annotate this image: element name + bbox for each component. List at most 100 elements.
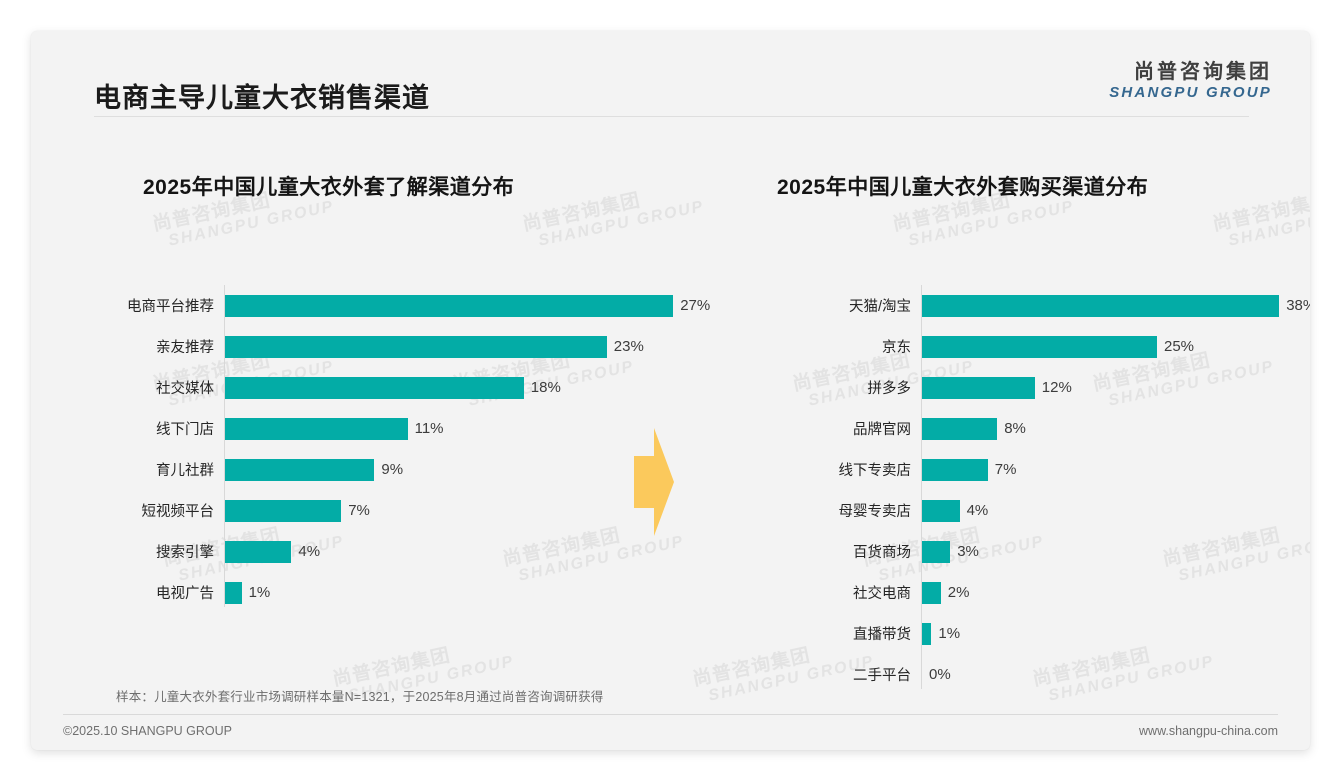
axis-line-purchase xyxy=(921,285,922,689)
bar-value-label: 12% xyxy=(1041,379,1072,396)
bar-row: 电视广告 1% xyxy=(110,572,730,613)
bar-list-awareness: 电商平台推荐 27% 亲友推荐 23% 社交媒体 18% 线下门店 11% 育儿社群 9% 短视频平… xyxy=(110,285,730,613)
footnote: 样本：儿童大衣外套行业市场调研样本量N=1321，于2025年8月通过尚普咨询调… xyxy=(116,690,604,704)
bar-segment xyxy=(922,499,960,522)
bar-value-label: 3% xyxy=(957,543,979,560)
bar-category-label: 搜索引擎 xyxy=(156,545,214,561)
bar-category-label: 社交电商 xyxy=(853,586,911,602)
bar-track: 8% xyxy=(922,408,1294,449)
bar-segment xyxy=(225,294,674,317)
bar-segment xyxy=(225,376,524,399)
bar-row: 社交电商 2% xyxy=(749,572,1294,613)
bar-track: 4% xyxy=(922,490,1294,531)
bar-track: 0% xyxy=(922,654,1294,695)
bar-segment xyxy=(922,417,998,440)
bar-category-label: 京东 xyxy=(882,340,911,356)
bar-row: 搜索引擎 4% xyxy=(110,531,730,572)
bar-row: 品牌官网 8% xyxy=(749,408,1294,449)
bar-track: 27% xyxy=(225,285,730,326)
bar-segment xyxy=(225,458,375,481)
bar-track: 3% xyxy=(922,531,1294,572)
bar-value-label: 38% xyxy=(1286,297,1310,314)
header-divider xyxy=(94,116,1249,117)
bar-track: 7% xyxy=(225,490,730,531)
bar-segment xyxy=(225,581,242,604)
footer-copyright: ©2025.10 SHANGPU GROUP xyxy=(63,724,232,738)
bar-segment xyxy=(225,540,292,563)
chart-purchase-channels: 2025年中国儿童大衣外套购买渠道分布 天猫/淘宝 38% 京东 25% 拼多多 12% 品… xyxy=(749,171,1310,695)
bar-track: 7% xyxy=(922,449,1294,490)
bar-row: 天猫/淘宝 38% xyxy=(749,285,1310,326)
bar-segment xyxy=(922,376,1035,399)
bar-category-label: 亲友推荐 xyxy=(156,340,214,356)
bar-segment xyxy=(225,499,342,522)
bar-category-label: 品牌官网 xyxy=(853,422,911,438)
bar-category-label: 直播带货 xyxy=(853,627,911,643)
bar-row: 直播带货 1% xyxy=(749,613,1294,654)
bar-segment xyxy=(225,335,607,358)
bar-category-label: 短视频平台 xyxy=(141,504,215,520)
bar-track: 25% xyxy=(922,326,1294,367)
chart-title-awareness: 2025年中国儿童大衣外套了解渠道分布 xyxy=(143,176,515,199)
chart-awareness-channels: 2025年中国儿童大衣外套了解渠道分布 电商平台推荐 27% 亲友推荐 23% 社交媒体… xyxy=(110,171,730,613)
bar-row: 电商平台推荐 27% xyxy=(110,285,730,326)
bar-value-label: 2% xyxy=(947,584,970,601)
chart-title-purchase: 2025年中国儿童大衣外套购买渠道分布 xyxy=(777,176,1149,199)
bar-category-label: 育儿社群 xyxy=(156,463,214,479)
slide-canvas: 尚普咨询集团 SHANGPU GROUP 尚普咨询集团 SHANGPU GROUP 尚普… xyxy=(31,31,1310,750)
arrow-right-icon xyxy=(634,428,674,536)
slide-header: 电商主导儿童大衣销售渠道 尚普咨询集团 SHANGPU GROUP xyxy=(31,31,1310,119)
bar-segment xyxy=(225,417,408,440)
bar-row: 育儿社群 9% xyxy=(110,449,730,490)
bar-track: 23% xyxy=(225,326,730,367)
bar-track: 9% xyxy=(225,449,730,490)
bar-row: 母婴专卖店 4% xyxy=(749,490,1294,531)
bar-track: 38% xyxy=(922,285,1310,326)
bar-segment xyxy=(922,458,988,481)
bar-value-label: 0% xyxy=(929,666,951,683)
bar-value-label: 23% xyxy=(613,338,644,355)
slide-body: 2025年中国儿童大衣外套了解渠道分布 电商平台推荐 27% 亲友推荐 23% 社交媒体… xyxy=(31,31,1310,750)
bar-row: 线下门店 11% xyxy=(110,408,730,449)
bar-value-label: 9% xyxy=(381,461,404,478)
bar-category-label: 电商平台推荐 xyxy=(127,299,214,315)
bar-category-label: 社交媒体 xyxy=(156,381,214,397)
bar-track: 4% xyxy=(225,531,730,572)
bar-value-label: 7% xyxy=(994,461,1017,478)
bar-row: 二手平台 0% xyxy=(749,654,1294,695)
page-title: 电商主导儿童大衣销售渠道 xyxy=(94,83,430,113)
slide-footer: ©2025.10 SHANGPU GROUP www.shangpu-china… xyxy=(31,718,1310,750)
bar-category-label: 线下门店 xyxy=(156,422,214,438)
bar-value-label: 4% xyxy=(298,543,321,560)
brand-logo-en: SHANGPU GROUP xyxy=(1109,84,1272,101)
plot-purchase: 天猫/淘宝 38% 京东 25% 拼多多 12% 品牌官网 8% 线下专卖店 7% 母婴专卖店 4% 百… xyxy=(749,285,1310,695)
axis-line-awareness xyxy=(224,285,225,607)
bar-value-label: 25% xyxy=(1164,338,1195,355)
bar-row: 百货商场 3% xyxy=(749,531,1294,572)
bar-track: 18% xyxy=(225,367,730,408)
bar-track: 1% xyxy=(225,572,730,613)
bar-row: 拼多多 12% xyxy=(749,367,1294,408)
bar-segment xyxy=(922,335,1157,358)
bar-category-label: 线下专卖店 xyxy=(838,463,912,479)
bar-category-label: 百货商场 xyxy=(853,545,911,561)
brand-logo-cn: 尚普咨询集团 xyxy=(1134,61,1272,83)
bar-value-label: 1% xyxy=(938,625,961,642)
bar-row: 线下专卖店 7% xyxy=(749,449,1294,490)
bar-track: 1% xyxy=(922,613,1294,654)
bar-track: 2% xyxy=(922,572,1294,613)
bar-value-label: 4% xyxy=(966,502,989,519)
bar-value-label: 1% xyxy=(248,584,271,601)
footer-website[interactable]: www.shangpu-china.com xyxy=(1139,724,1278,738)
bar-value-label: 27% xyxy=(680,297,711,314)
bar-list-purchase: 天猫/淘宝 38% 京东 25% 拼多多 12% 品牌官网 8% 线下专卖店 7% 母婴专卖店 4% 百… xyxy=(749,285,1310,695)
bar-row: 京东 25% xyxy=(749,326,1294,367)
bar-row: 短视频平台 7% xyxy=(110,490,730,531)
footer-divider xyxy=(63,714,1278,715)
bar-row: 亲友推荐 23% xyxy=(110,326,730,367)
bar-track: 12% xyxy=(922,367,1294,408)
plot-awareness: 电商平台推荐 27% 亲友推荐 23% 社交媒体 18% 线下门店 11% 育儿社群 9% 短视频平… xyxy=(110,285,730,613)
brand-logo: 尚普咨询集团 SHANGPU GROUP xyxy=(1109,61,1272,102)
bar-segment xyxy=(922,540,951,563)
bar-track: 11% xyxy=(225,408,730,449)
